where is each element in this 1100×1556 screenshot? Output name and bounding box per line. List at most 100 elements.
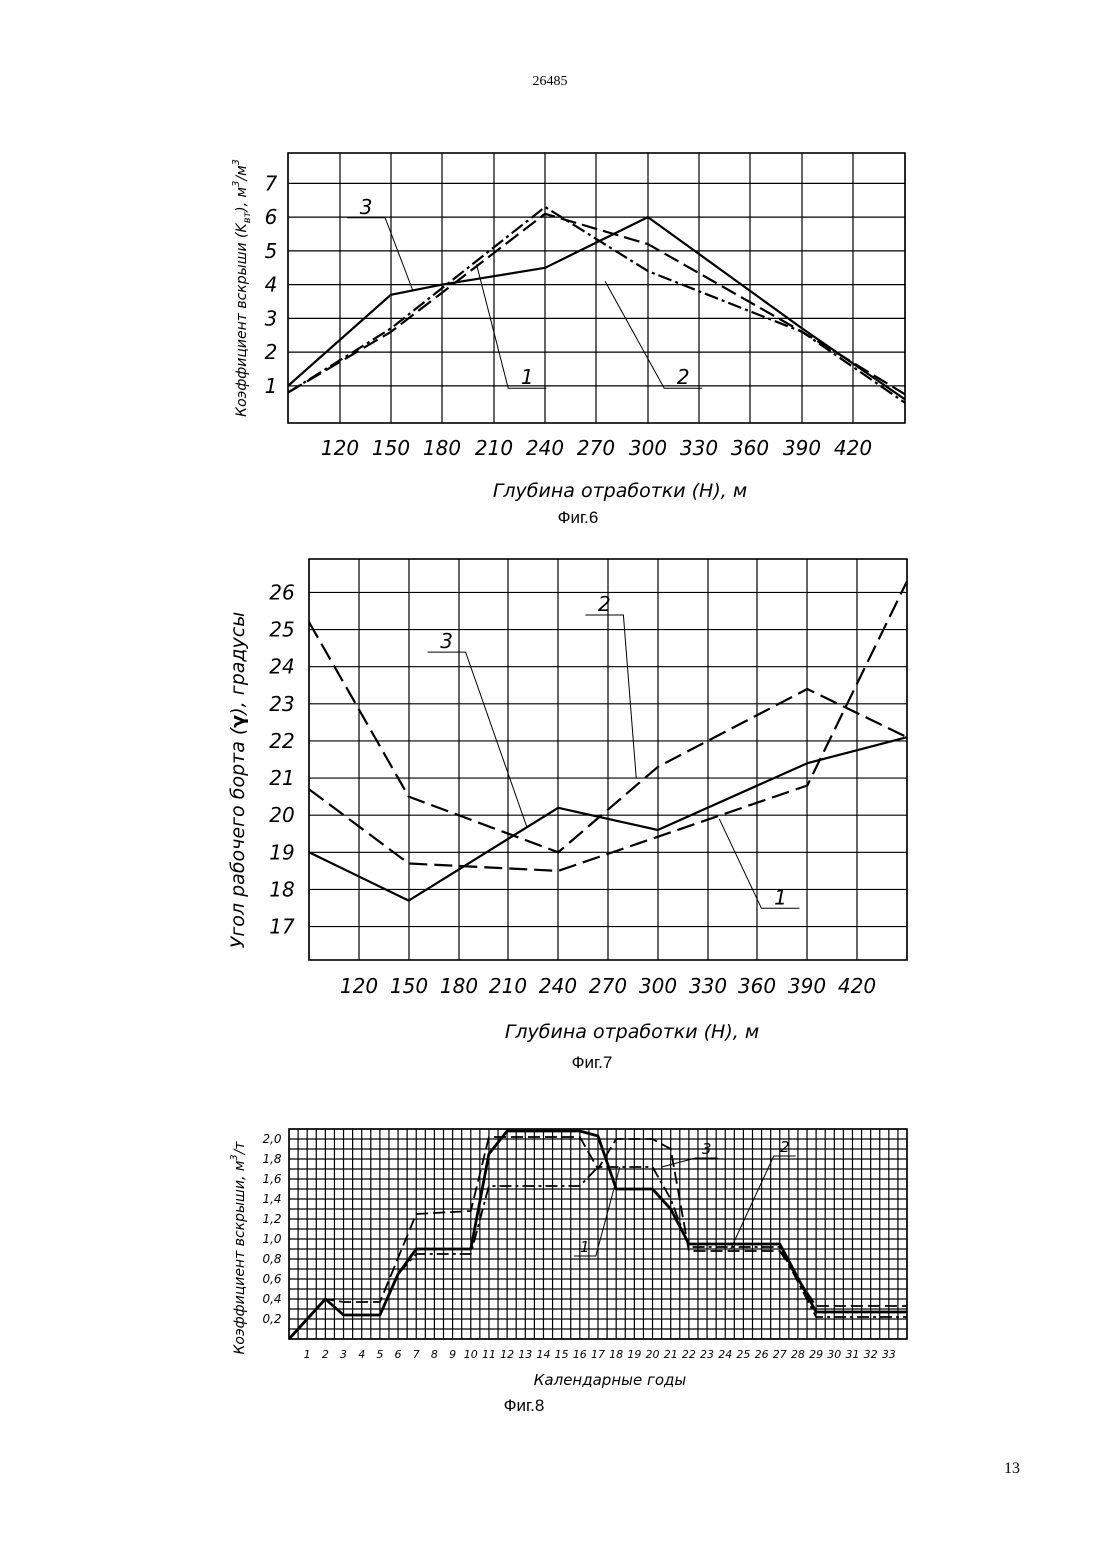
- x-tick-label: 21: [664, 1348, 678, 1361]
- y-tick-label: 18: [269, 877, 294, 901]
- y-tick-label: 22: [269, 729, 294, 753]
- y-tick-label: 20: [269, 803, 294, 827]
- x-tick-label: 120: [340, 974, 378, 998]
- x-tick-label: 360: [738, 974, 776, 998]
- y-tick-label: 1: [265, 374, 278, 398]
- x-tick-label: 12: [500, 1348, 514, 1361]
- x-tick-label: 10: [464, 1348, 478, 1361]
- x-tick-label: 16: [573, 1348, 587, 1361]
- x-tick-label: 210: [475, 436, 513, 460]
- y-tick-label: 24: [269, 655, 294, 679]
- x-tick-label: 24: [718, 1348, 732, 1361]
- y-tick-label: 5: [265, 239, 278, 263]
- y-tick-label: 1,0: [262, 1232, 281, 1246]
- x-tick-label: 30: [827, 1348, 841, 1361]
- x-tick-label: 13: [518, 1348, 532, 1361]
- y-tick-label: 6: [265, 205, 278, 229]
- y-tick-label: 0,4: [262, 1292, 281, 1306]
- x-axis-label: Глубина отработки (H), м: [505, 1021, 759, 1043]
- figure-label: Фиг.6: [558, 508, 599, 527]
- x-tick-label: 270: [589, 974, 627, 998]
- figure-label: Фиг.7: [572, 1053, 613, 1072]
- y-tick-label: 1,6: [262, 1172, 281, 1186]
- figure-canvas: 1201501802102402703003303603904201234567…: [0, 0, 1100, 1556]
- y-tick-label: 1,4: [262, 1192, 281, 1206]
- x-tick-label: 330: [680, 436, 718, 460]
- y-tick-label: 26: [269, 580, 294, 604]
- x-axis-label: Календарные годы: [534, 1371, 687, 1389]
- x-tick-label: 330: [689, 974, 727, 998]
- y-tick-label: 3: [265, 306, 278, 330]
- x-tick-label: 5: [376, 1348, 383, 1361]
- y-tick-label: 21: [269, 766, 294, 790]
- chart-1: 120 150 180 210 240 270 300 330 360 390 420 1 2 3 4 5 6 7…: [231, 153, 905, 527]
- x-tick-label: 390: [788, 974, 826, 998]
- series-2-label: 2: [780, 1138, 790, 1156]
- y-tick-label: 7: [265, 171, 278, 195]
- chart-2: 1201501802102402703003303603904201718192…: [227, 559, 907, 1072]
- series-1-label: 1: [521, 365, 534, 389]
- series-2-label: 2: [598, 592, 611, 616]
- series-1-label: 1: [774, 885, 787, 909]
- series-1-label: 1: [580, 1238, 590, 1256]
- x-tick-label: 4: [358, 1348, 365, 1361]
- x-tick-label: 33: [882, 1348, 896, 1361]
- leader-line: [719, 819, 799, 908]
- x-tick-label: 23: [700, 1348, 714, 1361]
- x-tick-label: 2: [322, 1348, 329, 1361]
- x-tick-label: 120: [321, 436, 359, 460]
- x-tick-label: 180: [423, 436, 461, 460]
- y-tick-label: 2,0: [262, 1132, 281, 1146]
- series-2-label: 2: [677, 365, 690, 389]
- x-tick-label: 20: [646, 1348, 660, 1361]
- leader-line: [428, 652, 527, 826]
- series-3-label: 3: [702, 1140, 712, 1158]
- y-tick-label: 17: [269, 915, 295, 939]
- x-tick-label: 3: [340, 1348, 347, 1361]
- x-tick-label: 150: [390, 974, 428, 998]
- x-tick-label: 27: [773, 1348, 787, 1361]
- x-tick-label: 360: [731, 436, 769, 460]
- x-tick-label: 22: [682, 1348, 696, 1361]
- x-tick-label: 420: [838, 974, 876, 998]
- x-tick-label: 390: [783, 436, 821, 460]
- x-tick-label: 28: [791, 1348, 805, 1361]
- x-tick-label: 8: [431, 1348, 438, 1361]
- y-tick-label: 1,2: [262, 1212, 281, 1226]
- figure-label: Фиг.8: [504, 1396, 545, 1415]
- y-tick-label: 23: [269, 692, 294, 716]
- y-tick-label: 25: [269, 618, 294, 642]
- y-tick-label: 0,6: [262, 1272, 281, 1286]
- x-tick-label: 240: [526, 436, 564, 460]
- y-tick-label: 0,8: [262, 1252, 281, 1266]
- x-tick-label: 420: [834, 436, 872, 460]
- x-tick-label: 15: [555, 1348, 569, 1361]
- series-3-label: 3: [360, 195, 373, 219]
- x-tick-label: 150: [372, 436, 410, 460]
- leader-line: [731, 1156, 796, 1249]
- x-tick-label: 240: [539, 974, 577, 998]
- x-tick-label: 1: [304, 1348, 311, 1361]
- y-tick-label: 2: [265, 340, 278, 364]
- leader-line: [347, 218, 413, 292]
- y-axis-label: Угол рабочего борта (γ), градусы: [227, 612, 249, 949]
- y-axis-label: Коэффициент вскрыши (Kвт), м3/м3: [231, 159, 253, 417]
- series-3-label: 3: [440, 629, 453, 653]
- chart-1-grid: [288, 153, 905, 423]
- leader-line: [585, 615, 636, 778]
- x-tick-label: 17: [591, 1348, 605, 1361]
- x-tick-label: 300: [629, 436, 667, 460]
- x-tick-label: 270: [577, 436, 615, 460]
- x-tick-label: 14: [536, 1348, 550, 1361]
- y-tick-label: 0,2: [262, 1312, 281, 1326]
- x-tick-label: 25: [736, 1348, 750, 1361]
- x-tick-label: 9: [449, 1348, 456, 1361]
- y-tick-label: 4: [265, 273, 278, 297]
- x-axis-label: Глубина отработки (H), м: [493, 480, 747, 502]
- x-tick-label: 11: [482, 1348, 496, 1361]
- y-axis-label: Коэффициент вскрыши, м3/т: [229, 1141, 248, 1355]
- y-tick-label: 1,8: [262, 1152, 281, 1166]
- x-tick-label: 32: [864, 1348, 878, 1361]
- x-tick-label: 300: [639, 974, 677, 998]
- x-tick-label: 26: [755, 1348, 769, 1361]
